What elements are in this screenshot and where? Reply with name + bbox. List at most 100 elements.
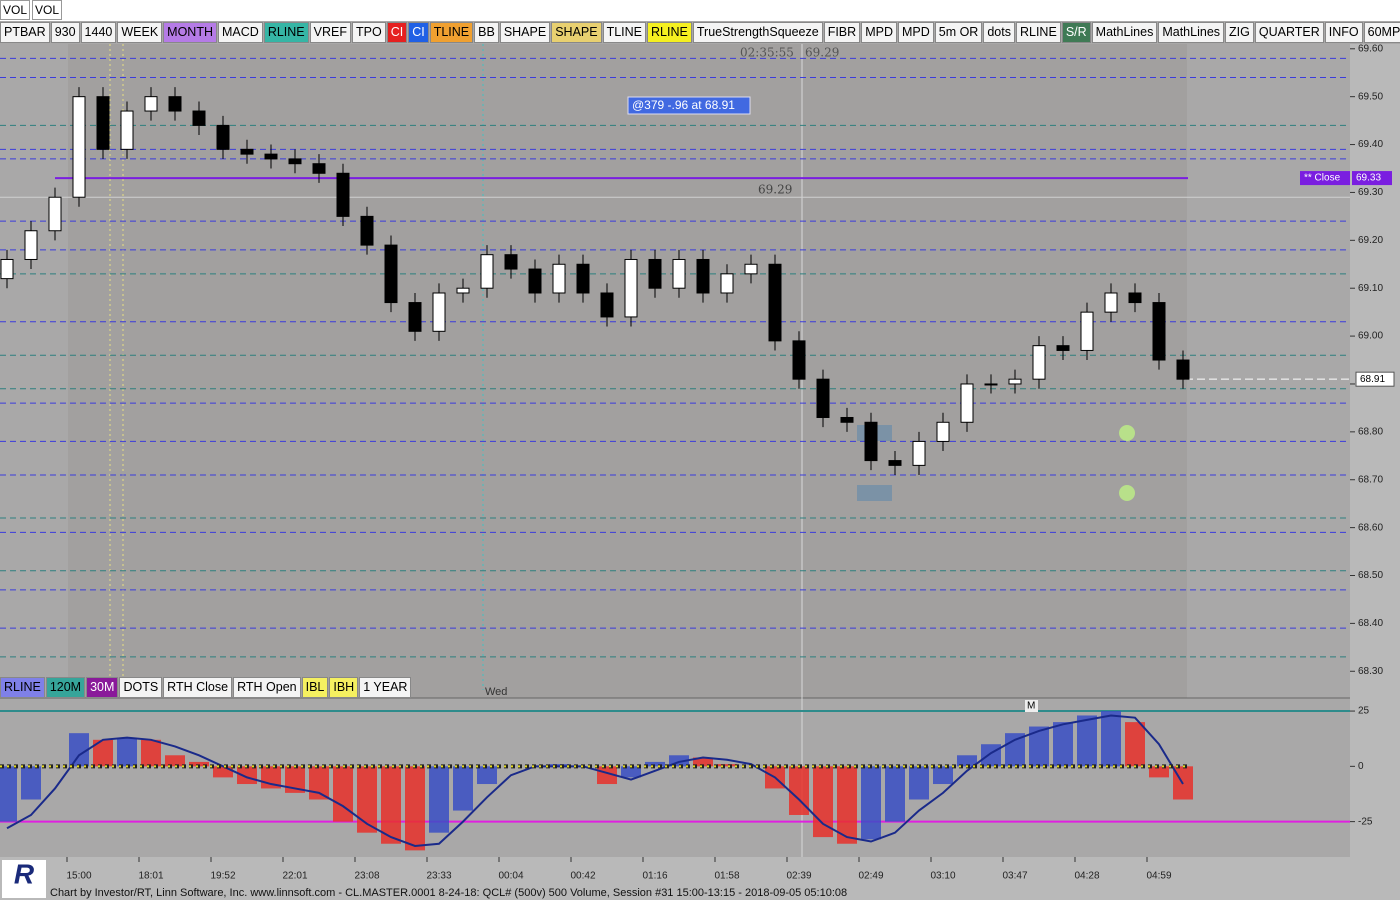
toolbar-button[interactable]: 5m OR <box>934 22 983 43</box>
toolbar-button[interactable]: 60MP <box>1363 22 1400 43</box>
toolbar-button[interactable]: SHAPE <box>499 22 551 43</box>
toolbar-button[interactable]: 1440 <box>80 22 117 43</box>
x-tick-label: 03:10 <box>930 871 955 882</box>
close-axis-label: 69.33 <box>1356 173 1381 184</box>
toolbar-button[interactable]: CI <box>386 22 408 43</box>
toolbar-button[interactable]: TrueStrengthSqueeze <box>692 22 823 43</box>
histogram-bar <box>213 766 233 778</box>
indicator-button[interactable]: 1 YEAR <box>359 677 412 698</box>
indicator-button[interactable]: RTH Close <box>163 677 233 698</box>
toolbar-button[interactable]: TLINE <box>429 22 474 43</box>
indicator-button[interactable]: DOTS <box>119 677 163 698</box>
histogram-bar <box>1077 715 1097 767</box>
candle-body <box>672 258 686 289</box>
x-tick-label: 15:00 <box>66 871 91 882</box>
y-tick-label: 69.30 <box>1358 187 1383 198</box>
histogram-bar <box>405 766 425 851</box>
toolbar-button[interactable]: MathLines <box>1091 22 1158 43</box>
y2-tick-label: -25 <box>1358 816 1373 827</box>
candle-body <box>1104 292 1118 313</box>
candle-body <box>1080 311 1094 351</box>
toolbar-button[interactable]: ZIG <box>1225 22 1254 43</box>
toolbar-button[interactable]: PTBAR <box>0 22 50 43</box>
indicator-button[interactable]: 30M <box>86 677 119 698</box>
close-axis-tag <box>1352 171 1392 186</box>
indicator-button[interactable]: IBH <box>329 677 359 698</box>
last-price-tag <box>1355 371 1395 387</box>
logo: R <box>14 858 35 889</box>
toolbar-button[interactable]: CI <box>408 22 429 43</box>
candle-body <box>960 383 974 423</box>
histogram-bar <box>1149 766 1169 778</box>
indicator-button[interactable]: IBL <box>301 677 329 698</box>
x-tick-label: 02:49 <box>858 871 883 882</box>
toolbar-button[interactable]: S/R <box>1061 22 1091 43</box>
candle-body <box>576 263 590 294</box>
candle-body <box>360 215 374 246</box>
candle-body <box>1152 302 1166 361</box>
toolbar-button[interactable]: RLINE <box>647 22 692 43</box>
histogram-bar <box>0 766 17 822</box>
toolbar-button[interactable]: BB <box>474 22 499 43</box>
histogram-bar <box>477 766 497 785</box>
x-tick-label: 04:59 <box>1146 871 1171 882</box>
crosshair-time: 02:35:55 <box>740 46 794 60</box>
y-tick-label: 68.30 <box>1358 666 1383 677</box>
toolbar-button[interactable]: dots <box>983 22 1015 43</box>
toolbar-button[interactable]: TPO <box>351 22 386 43</box>
histogram-bar <box>141 739 161 767</box>
y-tick-label: 69.10 <box>1358 283 1383 294</box>
toolbar-button[interactable]: MONTH <box>163 22 217 43</box>
candle-body <box>336 172 350 217</box>
toolbar-button[interactable]: MPD <box>897 22 934 43</box>
crosshair-price-label: 69.29 <box>758 183 792 197</box>
session-label: Wed <box>485 686 507 698</box>
candle-body <box>144 96 158 112</box>
toolbar-button[interactable]: QUARTER <box>1254 22 1324 43</box>
indicator-button[interactable]: RLINE <box>0 677 45 698</box>
toolbar-button[interactable]: MathLines <box>1158 22 1225 43</box>
indicator-button[interactable]: 120M <box>45 677 86 698</box>
toolbar-button[interactable]: 930 <box>50 22 80 43</box>
x-tick-label: 23:08 <box>354 871 379 882</box>
candle-body <box>120 110 134 150</box>
histogram-bar <box>189 761 209 767</box>
candle-body <box>768 263 782 342</box>
candle-body <box>192 110 206 126</box>
histogram-bar <box>69 733 89 767</box>
toolbar-button[interactable]: RLINE <box>1015 22 1061 43</box>
candle-body <box>936 421 950 442</box>
toolbar-button[interactable]: FIBR <box>823 22 861 43</box>
crosshair-price: 69.29 <box>805 46 839 60</box>
toolbar-button[interactable]: TLINE <box>602 22 647 43</box>
histogram-bar <box>309 766 329 800</box>
histogram-bar <box>909 766 929 800</box>
toolbar-button[interactable]: MPD <box>861 22 897 43</box>
y-tick-label: 69.40 <box>1358 139 1383 150</box>
handle[interactable] <box>1119 425 1135 441</box>
toolbar-button[interactable]: WEEK <box>117 22 163 43</box>
candle-body <box>984 383 998 386</box>
candle-body <box>480 254 494 289</box>
toolbar-button[interactable]: MACD <box>218 22 263 43</box>
candle-body <box>216 124 230 150</box>
toolbar-button[interactable]: RLINE <box>263 22 309 43</box>
candle-body <box>864 421 878 462</box>
toolbar-button[interactable]: VREF <box>309 22 351 43</box>
histogram-bar <box>453 766 473 811</box>
handle[interactable] <box>1119 485 1135 501</box>
toolbar-button[interactable]: INFO <box>1324 22 1363 43</box>
toolbar-button[interactable]: SHAPE <box>551 22 602 43</box>
candle-body <box>792 340 806 380</box>
indicator-button[interactable]: RTH Open <box>233 677 301 698</box>
candle-body <box>1008 378 1022 385</box>
histogram-bar <box>1029 726 1049 767</box>
histogram-bar <box>549 764 569 767</box>
handle[interactable] <box>857 485 892 501</box>
histogram-bar <box>1053 722 1073 767</box>
y-tick-label: 68.70 <box>1358 474 1383 485</box>
candle-body <box>1056 345 1070 351</box>
candle-body <box>840 416 854 423</box>
